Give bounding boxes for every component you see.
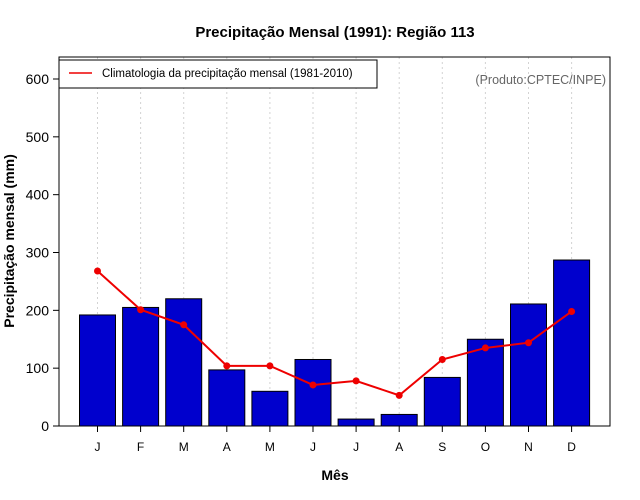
x-tick-label: A	[223, 440, 231, 454]
x-tick-label: A	[395, 440, 403, 454]
climatology-point	[481, 344, 489, 352]
x-tick-label: M	[179, 440, 189, 454]
bar	[380, 413, 418, 427]
bar	[251, 390, 289, 427]
y-tick-label: 500	[26, 129, 50, 145]
x-tick-label: J	[95, 440, 101, 454]
y-tick-label: 400	[26, 187, 50, 203]
bar	[294, 358, 332, 427]
climatology-point	[525, 339, 532, 347]
x-tick-label: M	[265, 440, 275, 454]
y-axis-label: Precipitação mensal (mm)	[1, 154, 17, 328]
bar	[337, 418, 375, 427]
climatology-point	[352, 377, 360, 385]
legend: Climatologia da precipitação mensal (198…	[58, 59, 378, 89]
climatology-point	[180, 321, 188, 329]
bar	[466, 338, 504, 427]
x-tick-label: O	[481, 440, 490, 454]
source-annotation: (Produto:CPTEC/INPE)	[475, 73, 606, 87]
x-axis-label: Mês	[321, 467, 348, 483]
bar	[165, 298, 203, 427]
grid-lines	[97, 57, 573, 426]
climatology-line-series	[94, 267, 576, 399]
climatology-point	[309, 381, 317, 389]
climatology-point	[438, 355, 446, 363]
y-tick-label: 200	[26, 302, 50, 318]
y-tick-label: 0	[41, 418, 49, 434]
climatology-point	[395, 391, 403, 399]
y-tick-label: 100	[26, 360, 50, 376]
bar-series	[79, 259, 591, 427]
bar	[122, 306, 160, 427]
climatology-point	[568, 307, 576, 315]
legend-label: Climatologia da precipitação mensal (198…	[102, 68, 353, 80]
x-tick-label: S	[438, 440, 446, 454]
bar	[553, 259, 591, 427]
x-tick-label: J	[353, 440, 359, 454]
climatology-point	[137, 306, 145, 314]
bar	[208, 369, 246, 427]
x-tick-label: F	[137, 440, 144, 454]
chart-title: Precipitação Mensal (1991): Região 113	[195, 24, 474, 41]
x-tick-label: D	[567, 440, 576, 454]
bar	[423, 376, 461, 427]
x-tick-label: N	[524, 440, 533, 454]
climatology-line	[96, 270, 573, 397]
bar	[510, 303, 547, 427]
y-tick-label: 300	[26, 245, 50, 261]
climatology-point	[266, 362, 274, 370]
legend-box	[58, 59, 378, 89]
y-tick-label: 600	[26, 71, 50, 87]
bar	[79, 314, 116, 427]
x-tick-label: J	[310, 440, 316, 454]
plot-frame	[58, 56, 611, 427]
climatology-point	[223, 362, 231, 370]
climatology-point	[94, 267, 101, 275]
y-axis: 0 100 200 300 400 500 600	[26, 71, 59, 434]
